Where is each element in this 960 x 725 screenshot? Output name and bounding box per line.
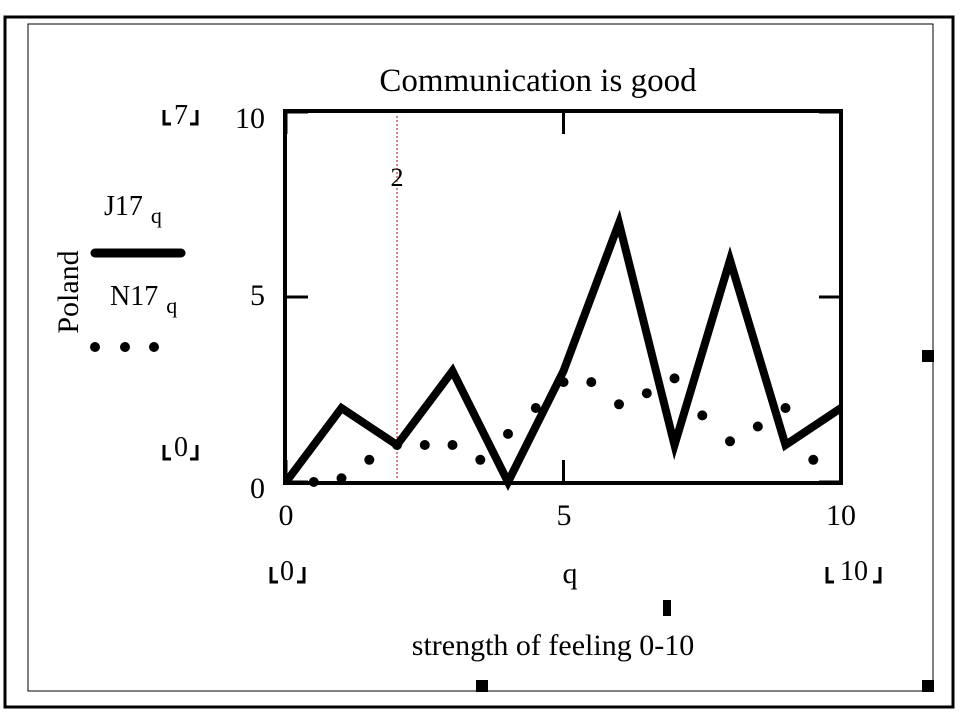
n17-point bbox=[503, 428, 513, 439]
y-axis-label: Poland bbox=[52, 250, 85, 333]
n17-point bbox=[614, 399, 624, 410]
y-range-marker-min[interactable]: 0 bbox=[162, 432, 199, 463]
legend-dot bbox=[120, 342, 130, 352]
x-range-marker-min[interactable]: 0 bbox=[269, 556, 306, 587]
x-axis-label: q bbox=[563, 557, 578, 590]
legend-label-j17: J17 q bbox=[104, 191, 162, 228]
n17-point bbox=[725, 436, 735, 447]
chart-title: Communication is good bbox=[379, 63, 697, 99]
n17-point bbox=[447, 440, 458, 450]
bracket-icon bbox=[269, 567, 306, 584]
bracket-icon bbox=[825, 567, 882, 584]
y-range-min-label: 0 bbox=[174, 432, 188, 463]
bracket-icon bbox=[162, 445, 199, 461]
y-tick-label-0: 0 bbox=[250, 472, 265, 505]
x-tick-label-10: 10 bbox=[826, 499, 856, 532]
chart-caption: strength of feeling 0-10 bbox=[412, 629, 694, 662]
legend-dot bbox=[90, 342, 100, 352]
n17-point bbox=[364, 454, 375, 465]
resize-handle-bottom[interactable] bbox=[476, 680, 488, 692]
x-tick-label-0: 0 bbox=[279, 499, 294, 532]
n17-point bbox=[419, 440, 430, 450]
legend: J17 q N17 q bbox=[90, 191, 186, 352]
n17-point bbox=[475, 454, 486, 465]
vertical-marker-label: 2 bbox=[391, 163, 404, 192]
n17-point bbox=[780, 403, 791, 413]
n17-point bbox=[530, 403, 541, 413]
y-tick-label-10: 10 bbox=[235, 102, 265, 135]
n17-point bbox=[641, 388, 652, 399]
series-n17-dots bbox=[308, 373, 819, 487]
y-range-max-label: 7 bbox=[174, 100, 188, 131]
n17-point bbox=[669, 373, 680, 384]
outer-frame bbox=[3, 15, 955, 709]
n17-point bbox=[697, 410, 708, 421]
resize-handle-right[interactable] bbox=[922, 350, 934, 362]
legend-dot bbox=[149, 342, 159, 352]
series-j17-line bbox=[282, 209, 844, 491]
y-tick-label-5: 5 bbox=[250, 279, 265, 312]
x-tick-label-5: 5 bbox=[557, 499, 572, 532]
n17-point bbox=[336, 473, 347, 484]
x-range-min-label: 0 bbox=[280, 556, 294, 587]
caption-handle[interactable] bbox=[663, 600, 671, 616]
n17-point bbox=[808, 454, 819, 465]
axis-ticks bbox=[284, 110, 843, 484]
x-range-max-label: 10 bbox=[840, 556, 868, 587]
n17-point bbox=[586, 377, 597, 388]
n17-point bbox=[752, 421, 763, 432]
n17-point bbox=[308, 477, 319, 487]
y-range-marker-max[interactable]: 7 bbox=[162, 100, 199, 131]
legend-swatch-n17 bbox=[90, 342, 159, 352]
x-range-marker-max[interactable]: 10 bbox=[825, 556, 882, 587]
legend-label-n17: N17 q bbox=[110, 281, 177, 318]
bracket-icon bbox=[162, 110, 199, 126]
resize-handle-corner[interactable] bbox=[922, 680, 934, 692]
